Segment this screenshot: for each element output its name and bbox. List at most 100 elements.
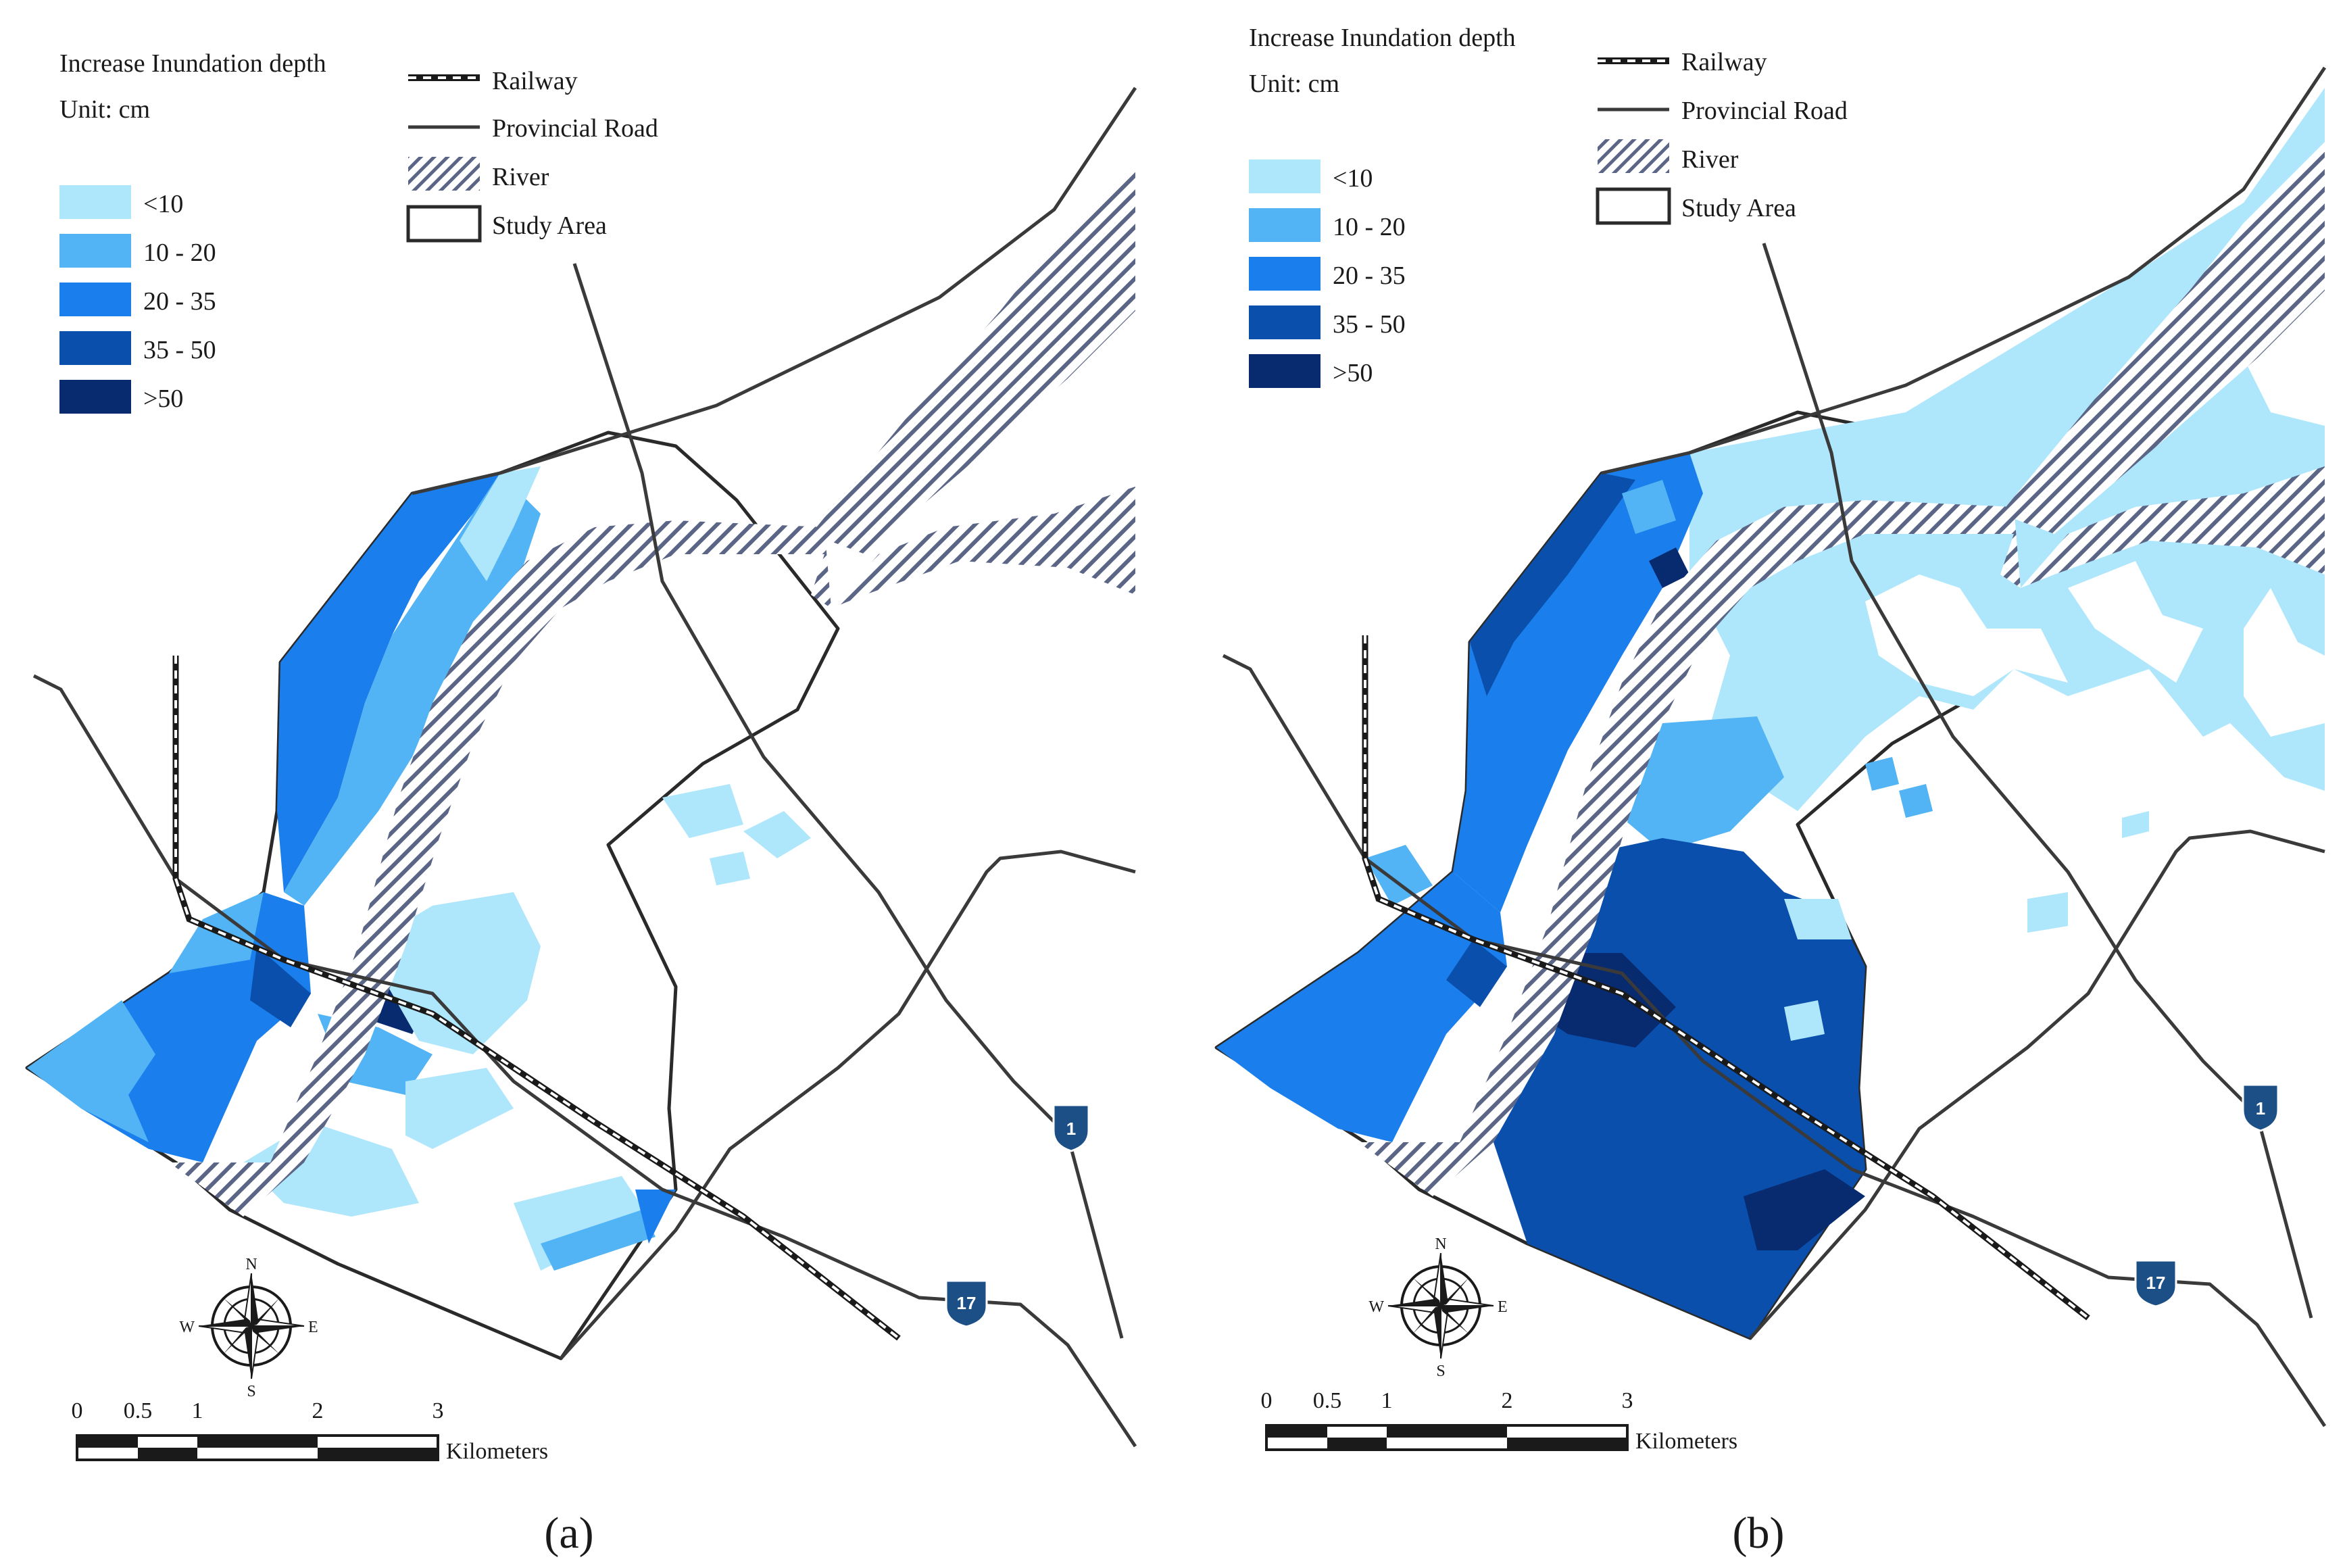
legend-swatch-10-20 (59, 234, 131, 268)
legend-study-area-symbol (406, 205, 482, 243)
legend-label-river: River (1681, 145, 1739, 174)
zone-lt10 (1784, 1000, 1825, 1041)
compass-rose: N S E W (1368, 1235, 1507, 1380)
road (1749, 829, 2325, 1340)
legend-label-35-50: 35 - 50 (1333, 310, 1406, 339)
legend-swatch-20-35 (59, 283, 131, 316)
zone-10-20 (1365, 845, 1433, 906)
river (1358, 466, 2325, 1196)
scale-tick-3: 3 (433, 1398, 444, 1423)
scale-tick-0: 0 (72, 1398, 83, 1423)
scale-bar: 0 0.5 1 2 3 Kilometers (1261, 1388, 1738, 1454)
scale-tick-2: 2 (1502, 1388, 1513, 1413)
legend-label-10-20: 10 - 20 (143, 239, 216, 267)
road-shield-1: 1 (1052, 1104, 1090, 1152)
legend-label-lt10: <10 (143, 190, 183, 218)
provincial-roads (1222, 66, 2327, 1427)
svg-text:E: E (308, 1319, 318, 1336)
legend-label-35-50: 35 - 50 (143, 336, 216, 364)
scale-bar: 0 0.5 1 2 3 Kilometers (72, 1398, 549, 1464)
zone-none (2244, 588, 2325, 737)
svg-text:N: N (245, 1256, 257, 1273)
zone-10-20 (284, 473, 541, 906)
road (1762, 243, 2313, 1319)
zone-lt10 (710, 852, 750, 885)
legend: Increase Inundation depth Unit: cm <10 1… (1249, 24, 1848, 388)
scale-unit: Kilometers (1635, 1429, 1737, 1454)
zone-20-35 (1216, 872, 1507, 1142)
svg-text:E: E (1498, 1298, 1508, 1316)
road (1222, 654, 2327, 1427)
road (32, 674, 1137, 1448)
legend-title: Increase Inundation depth (59, 49, 326, 78)
road (560, 850, 1136, 1360)
zone-10-20 (1622, 480, 1676, 534)
legend-label-railway: Railway (1681, 48, 1767, 76)
svg-text:N: N (1435, 1235, 1446, 1253)
map-panel-b: 1 17 Increase Inundation depth Unit: cm … (1214, 24, 2327, 1558)
svg-text:S: S (1436, 1363, 1445, 1380)
legend-swatch-gt50 (1249, 354, 1320, 388)
legend-label-gt50: >50 (1333, 359, 1373, 387)
legend-label-provincial-road: Provincial Road (1681, 97, 1848, 125)
scale-tick-2: 2 (312, 1398, 324, 1423)
road-shield-17: 17 (2134, 1259, 2177, 1308)
road-shield-1: 1 (2242, 1083, 2279, 1132)
svg-text:S: S (247, 1383, 255, 1400)
legend-unit: Unit: cm (1249, 70, 1339, 98)
zone-10-20 (541, 1210, 656, 1271)
compass-rose: N S E W (179, 1256, 318, 1400)
scale-tick-0: 0 (1261, 1388, 1273, 1413)
zone-20-35 (1453, 453, 1703, 912)
study-area-outline (25, 431, 840, 1361)
railway (172, 656, 901, 1341)
legend-label-provincial-road: Provincial Road (492, 114, 658, 143)
zone-10-20 (1622, 716, 1784, 852)
zone-gt50 (1649, 547, 1689, 588)
road (1601, 66, 2327, 475)
scale-tick-1: 1 (1381, 1388, 1393, 1413)
legend-swatch-lt10 (1249, 160, 1320, 193)
zone-none (1865, 574, 2068, 696)
road (572, 263, 1124, 1339)
zone-lt10 (1784, 899, 1852, 939)
legend-label-10-20: 10 - 20 (1333, 213, 1406, 241)
river (169, 487, 1135, 1217)
legend-swatch-35-50 (1249, 305, 1320, 339)
scale-tick-3: 3 (1622, 1388, 1633, 1413)
legend-river-symbol (1598, 139, 1669, 173)
legend-label-study-area: Study Area (492, 212, 607, 240)
legend-swatch-gt50 (59, 380, 131, 414)
zone-20-35 (635, 1190, 676, 1244)
zone-10-20 (1899, 784, 1933, 818)
zone-35-50 (1446, 939, 1507, 1007)
legend-label-20-35: 20 - 35 (1333, 262, 1406, 290)
zone-lt10 (2122, 811, 2149, 838)
provincial-roads (32, 87, 1137, 1448)
zone-35-50 (1470, 473, 1635, 696)
svg-text:1: 1 (2256, 1098, 2265, 1119)
legend-swatch-35-50 (59, 331, 131, 365)
panel-label-b: (b) (1733, 1509, 1785, 1558)
scale-tick-0.5: 0.5 (1313, 1388, 1342, 1413)
legend-label-lt10: <10 (1333, 164, 1373, 193)
river-upper (2000, 142, 2325, 534)
scale-tick-1: 1 (192, 1398, 203, 1423)
legend-swatch-20-35 (1249, 257, 1320, 291)
legend-label-gt50: >50 (143, 385, 183, 413)
zone-lt10 (662, 784, 743, 838)
zone-35-50 (250, 946, 311, 1027)
road (412, 87, 1137, 495)
zone-none (2068, 561, 2203, 683)
map-panel-a: 1 17 Increase Inundation depth Unit: cm … (25, 49, 1137, 1558)
scale-tick-0.5: 0.5 (124, 1398, 153, 1423)
legend-study-area-symbol (1596, 187, 1671, 225)
svg-text:17: 17 (957, 1293, 977, 1313)
zone-lt10 (405, 1068, 514, 1149)
zone-lt10 (2027, 892, 2068, 933)
river-upper (811, 162, 1135, 554)
svg-text:17: 17 (2146, 1273, 2166, 1293)
zone-10-20 (1865, 757, 1899, 791)
scale-unit: Kilometers (446, 1439, 548, 1464)
legend-label-railway: Railway (492, 67, 578, 95)
